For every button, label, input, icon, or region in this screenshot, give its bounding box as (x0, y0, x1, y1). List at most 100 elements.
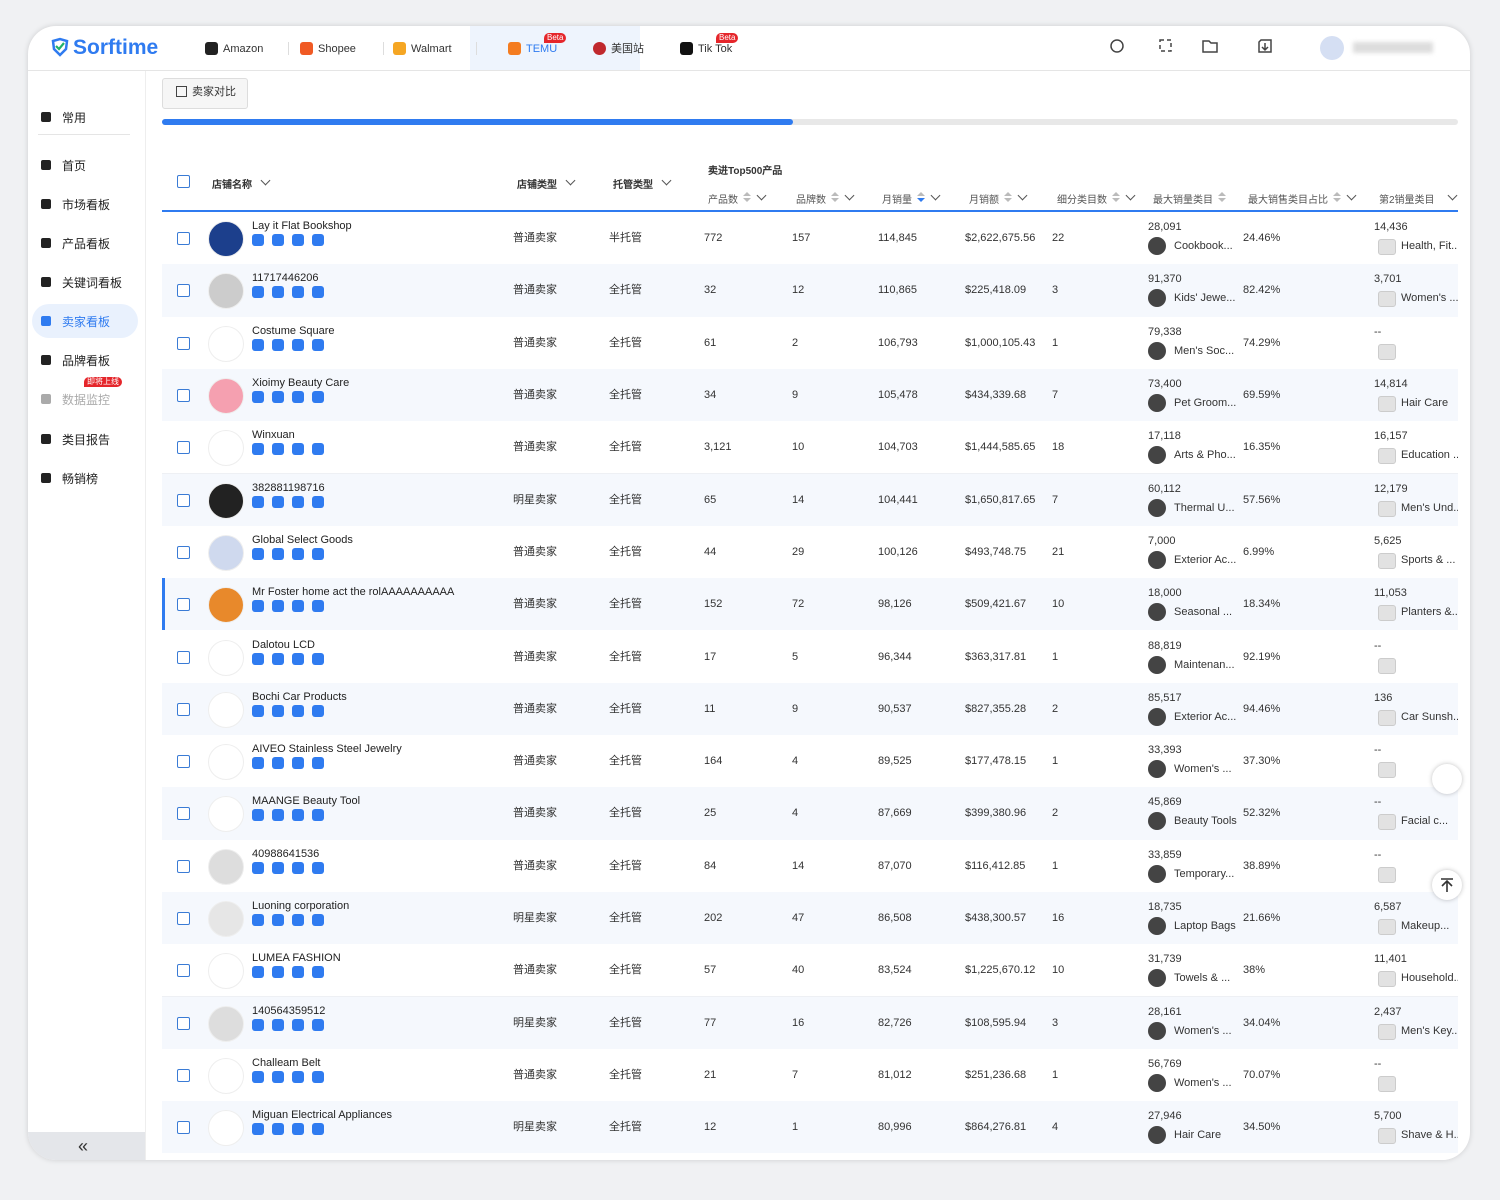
row-checkbox[interactable] (177, 232, 190, 245)
column-filter[interactable] (1018, 191, 1028, 201)
sidebar-item[interactable]: 数据监控 (62, 391, 110, 408)
store-action-icon[interactable] (292, 391, 304, 403)
store-action-icon[interactable] (272, 809, 284, 821)
store-action-icon[interactable] (272, 234, 284, 246)
store-action-icon[interactable] (272, 443, 284, 455)
column-filter[interactable] (845, 191, 855, 201)
row-checkbox[interactable] (177, 651, 190, 664)
store-action-icon[interactable] (252, 496, 264, 508)
store-name[interactable]: Bochi Car Products (252, 690, 347, 704)
tab-label[interactable]: Tik Tok (698, 42, 732, 56)
store-action-icon[interactable] (292, 286, 304, 298)
store-name[interactable]: 40988641536 (252, 847, 319, 861)
store-action-icon[interactable] (252, 339, 264, 351)
store-name[interactable]: 382881198716 (252, 481, 325, 495)
store-action-icon[interactable] (272, 1123, 284, 1135)
store-action-icon[interactable] (252, 548, 264, 560)
sidebar-item[interactable]: 关键词看板 (62, 274, 122, 291)
store-name[interactable]: Luoning corporation (252, 899, 349, 913)
row-checkbox[interactable] (177, 755, 190, 768)
store-name[interactable]: Challeam Belt (252, 1056, 320, 1070)
column-header[interactable]: 店铺类型 (517, 176, 557, 191)
tab-label[interactable]: Amazon (223, 42, 263, 56)
row-checkbox[interactable] (177, 703, 190, 716)
store-action-icon[interactable] (252, 1123, 264, 1135)
store-action-icon[interactable] (312, 914, 324, 926)
store-action-icon[interactable] (252, 600, 264, 612)
column-filter[interactable] (757, 191, 767, 201)
store-action-icon[interactable] (292, 705, 304, 717)
store-action-icon[interactable] (272, 705, 284, 717)
store-name[interactable]: MAANGE Beauty Tool (252, 794, 360, 808)
store-name[interactable]: Costume Square (252, 324, 335, 338)
sidebar-item[interactable]: 卖家看板 (62, 313, 110, 330)
column-header[interactable]: 托管类型 (613, 176, 653, 191)
row-checkbox[interactable] (177, 807, 190, 820)
column-header[interactable]: 月销量 (882, 191, 912, 206)
column-header[interactable]: 第2销量类目 (1379, 191, 1435, 206)
store-action-icon[interactable] (312, 705, 324, 717)
store-name[interactable]: 11717446206 (252, 271, 318, 285)
store-action-icon[interactable] (312, 1019, 324, 1031)
column-header[interactable]: 店铺名称 (212, 176, 252, 191)
store-action-icon[interactable] (312, 966, 324, 978)
store-name[interactable]: 140564359512 (252, 1004, 325, 1018)
row-checkbox[interactable] (177, 964, 190, 977)
store-name[interactable]: Lay it Flat Bookshop (252, 219, 352, 233)
store-action-icon[interactable] (272, 1071, 284, 1083)
store-action-icon[interactable] (252, 705, 264, 717)
store-action-icon[interactable] (252, 1071, 264, 1083)
store-action-icon[interactable] (312, 496, 324, 508)
sidebar-item[interactable]: 常用 (62, 109, 86, 126)
store-action-icon[interactable] (292, 548, 304, 560)
row-checkbox[interactable] (177, 598, 190, 611)
store-action-icon[interactable] (312, 600, 324, 612)
store-action-icon[interactable] (272, 862, 284, 874)
column-header[interactable]: 产品数 (708, 191, 738, 206)
store-action-icon[interactable] (292, 653, 304, 665)
store-action-icon[interactable] (252, 914, 264, 926)
store-action-icon[interactable] (292, 914, 304, 926)
store-action-icon[interactable] (272, 966, 284, 978)
compare-button[interactable]: 卖家对比 (192, 85, 236, 99)
store-name[interactable]: Xioimy Beauty Care (252, 376, 349, 390)
store-action-icon[interactable] (252, 234, 264, 246)
store-action-icon[interactable] (252, 443, 264, 455)
store-name[interactable]: Miguan Electrical Appliances (252, 1108, 392, 1122)
store-action-icon[interactable] (252, 1019, 264, 1031)
store-action-icon[interactable] (272, 548, 284, 560)
store-action-icon[interactable] (312, 1123, 324, 1135)
store-action-icon[interactable] (272, 653, 284, 665)
row-checkbox[interactable] (177, 1121, 190, 1134)
store-action-icon[interactable] (292, 600, 304, 612)
store-action-icon[interactable] (272, 914, 284, 926)
row-checkbox[interactable] (177, 337, 190, 350)
sidebar-item[interactable]: 畅销榜 (62, 470, 98, 487)
store-name[interactable]: LUMEA FASHION (252, 951, 341, 965)
column-header[interactable]: 月销额 (969, 191, 999, 206)
store-action-icon[interactable] (272, 1019, 284, 1031)
store-action-icon[interactable] (312, 286, 324, 298)
store-action-icon[interactable] (312, 809, 324, 821)
store-action-icon[interactable] (292, 234, 304, 246)
store-action-icon[interactable] (292, 1071, 304, 1083)
row-checkbox[interactable] (177, 1069, 190, 1082)
column-header[interactable]: 细分类目数 (1057, 191, 1107, 206)
store-action-icon[interactable] (272, 391, 284, 403)
store-action-icon[interactable] (292, 496, 304, 508)
store-action-icon[interactable] (292, 862, 304, 874)
column-filter[interactable] (1448, 191, 1458, 201)
store-action-icon[interactable] (312, 548, 324, 560)
column-filter[interactable] (931, 191, 941, 201)
store-action-icon[interactable] (292, 809, 304, 821)
store-action-icon[interactable] (312, 862, 324, 874)
store-name[interactable]: Global Select Goods (252, 533, 353, 547)
store-action-icon[interactable] (272, 339, 284, 351)
column-filter[interactable] (662, 176, 672, 186)
sidebar-item[interactable]: 产品看板 (62, 235, 110, 252)
sidebar-item[interactable]: 品牌看板 (62, 352, 110, 369)
store-action-icon[interactable] (312, 1071, 324, 1083)
user-avatar[interactable] (1320, 36, 1344, 60)
row-checkbox[interactable] (177, 546, 190, 559)
store-action-icon[interactable] (272, 757, 284, 769)
